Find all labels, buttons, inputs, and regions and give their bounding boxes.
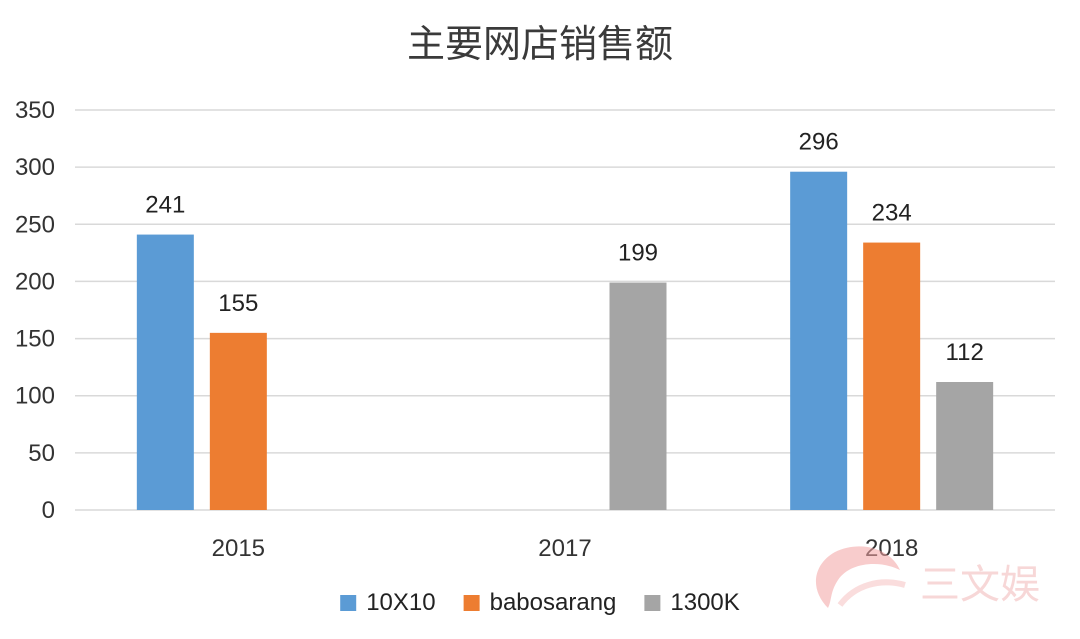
legend: 10X10 babosarang 1300K <box>340 589 740 616</box>
legend-label: babosarang <box>490 589 617 616</box>
bar-babosarang-2015 <box>209 332 267 510</box>
data-label: 155 <box>218 290 258 317</box>
bar-10x10-2018 <box>790 171 848 510</box>
legend-label: 1300K <box>670 589 739 616</box>
y-tick-label: 50 <box>28 440 55 467</box>
watermark-text: 三文娱 <box>920 562 1040 608</box>
data-label: 241 <box>145 192 185 219</box>
chart-title: 主要网店销售额 <box>407 22 673 66</box>
y-tick-label: 250 <box>15 211 55 238</box>
x-tick-label: 2015 <box>212 535 265 562</box>
legend-item-babosarang: babosarang <box>463 589 617 616</box>
bar-1300k-2017 <box>609 282 667 510</box>
watermark: 三文娱 <box>815 546 1040 608</box>
watermark-logo-icon <box>815 546 900 608</box>
bars <box>136 171 994 511</box>
legend-item-10x10: 10X10 <box>340 589 436 616</box>
bar-babosarang-2018 <box>863 242 921 511</box>
data-labels: 241 155 199 296 234 112 <box>145 129 983 366</box>
x-axis-ticks: 2015 2017 2018 <box>212 535 919 562</box>
y-tick-label: 0 <box>42 497 55 524</box>
bar-1300k-2018 <box>936 382 994 510</box>
legend-swatch <box>644 595 661 611</box>
y-tick-label: 100 <box>15 383 55 410</box>
data-label: 234 <box>872 200 912 227</box>
legend-swatch <box>340 595 357 611</box>
legend-label: 10X10 <box>366 589 435 616</box>
y-tick-label: 300 <box>15 154 55 181</box>
legend-swatch <box>463 595 480 611</box>
legend-item-1300k: 1300K <box>644 589 740 616</box>
y-axis-ticks: 0 50 100 150 200 250 300 350 <box>15 97 55 524</box>
x-tick-label: 2017 <box>538 535 591 562</box>
data-label: 199 <box>618 240 658 267</box>
data-label: 112 <box>946 339 984 366</box>
y-tick-label: 200 <box>15 268 55 295</box>
bar-10x10-2015 <box>136 234 194 511</box>
data-label: 296 <box>799 129 839 156</box>
y-tick-label: 150 <box>15 326 55 353</box>
y-tick-label: 350 <box>15 97 55 124</box>
